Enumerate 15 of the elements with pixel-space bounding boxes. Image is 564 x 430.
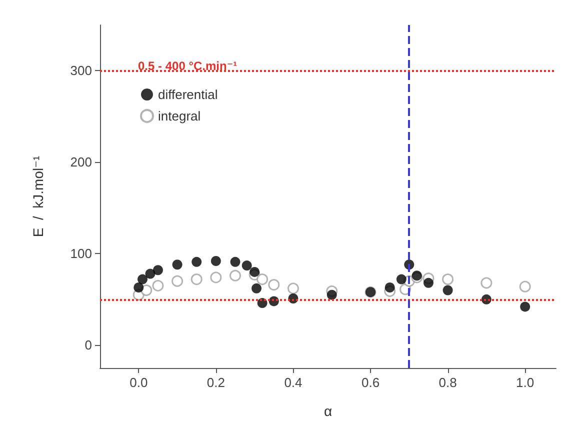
y-tick-label: 0 <box>84 338 92 353</box>
x-tick-label: 0.8 <box>438 375 457 390</box>
x-tick-label: 0.2 <box>206 375 225 390</box>
y-tick-label: 300 <box>70 63 92 78</box>
y-axis-title: E / kJ.mol⁻¹ <box>30 156 46 238</box>
x-tick-label: 0.6 <box>361 375 380 390</box>
legend-label: integral <box>158 108 201 124</box>
x-tick-label: 1.0 <box>516 375 534 390</box>
y-tick-label: 100 <box>70 246 92 262</box>
legend-label: differential <box>158 87 218 102</box>
x-axis-title: α <box>324 403 332 419</box>
y-tick-label: 200 <box>70 154 92 170</box>
x-tick-label: 0.0 <box>130 375 148 390</box>
annotation: 0.5 - 400 °C.min⁻¹ <box>138 59 238 73</box>
x-tick-label: 0.4 <box>284 375 302 390</box>
